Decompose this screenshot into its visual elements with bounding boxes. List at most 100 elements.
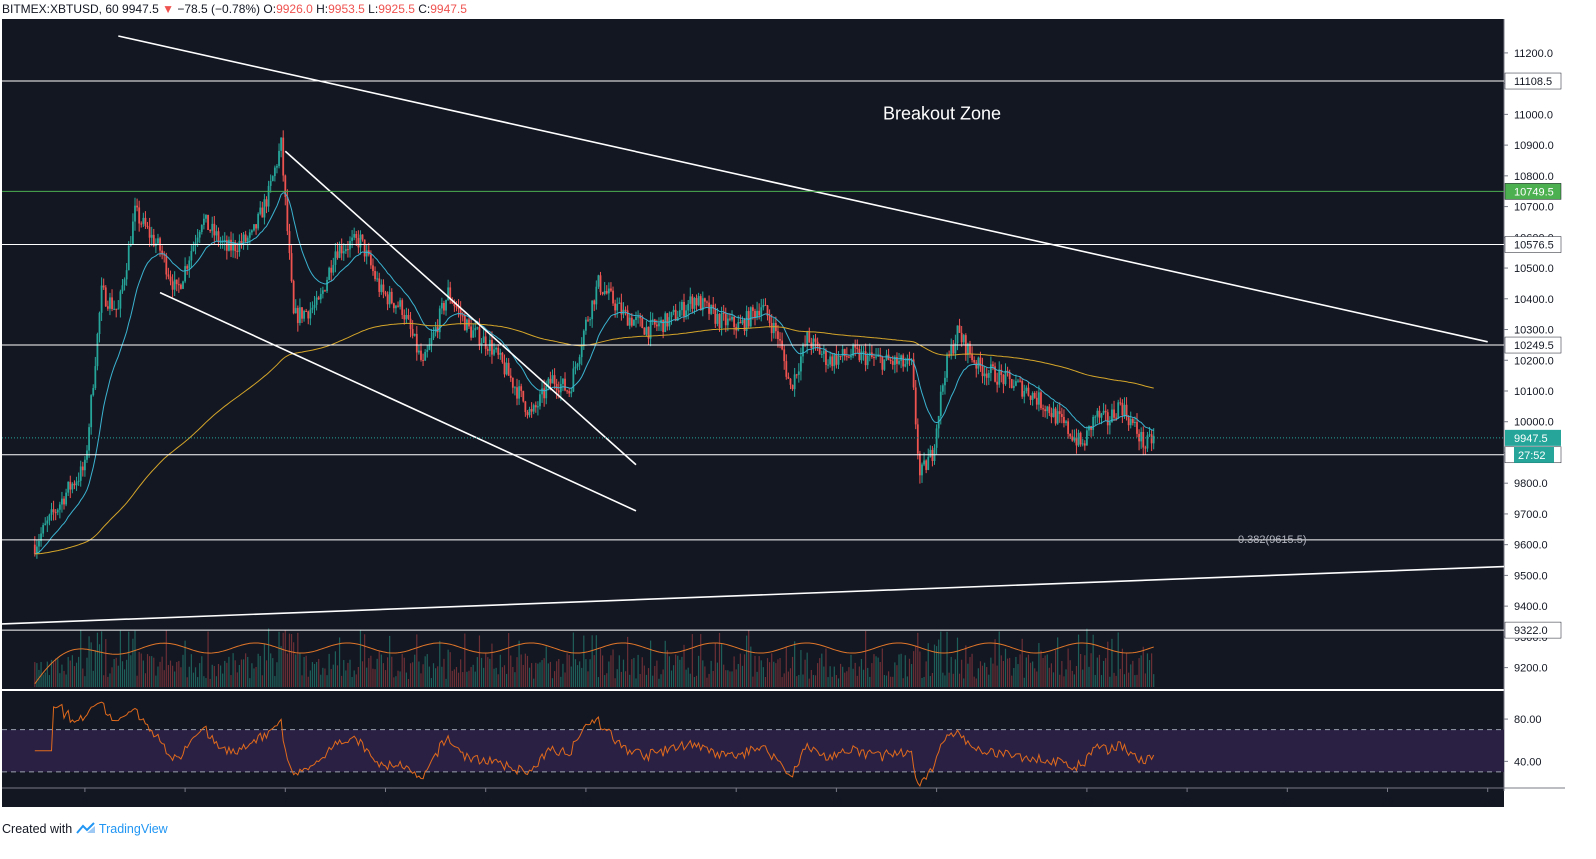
candle-body [443, 302, 445, 311]
candle-body [1140, 431, 1143, 442]
candle-body [470, 326, 472, 338]
volume-bar [547, 663, 549, 687]
volume-bar [55, 658, 57, 687]
volume-bar [270, 653, 272, 687]
price-tick-label: 11000.0 [1514, 109, 1553, 121]
candle-body [674, 309, 677, 321]
candle-body [712, 304, 715, 309]
symbol-label[interactable]: BITMEX:XBTUSD, 60 [2, 2, 119, 16]
volume-bar [923, 676, 925, 687]
candle-body [411, 329, 414, 336]
candle-body [509, 375, 512, 378]
volume-bar [867, 667, 869, 687]
volume-bar [556, 661, 558, 687]
volume-bar [353, 670, 355, 687]
candle-body [553, 375, 556, 384]
candle-body [38, 540, 40, 547]
candle-body [459, 308, 462, 316]
volume-bar [236, 672, 238, 687]
tradingview-brand[interactable]: TradingView [98, 822, 168, 836]
candle-body [987, 372, 990, 378]
candle-body [161, 250, 164, 255]
candle-body [591, 300, 594, 320]
candle-body [399, 300, 402, 307]
candle-body [301, 307, 303, 319]
volume-bar [403, 657, 405, 687]
volume-bar [1151, 653, 1153, 687]
volume-bar [787, 671, 789, 687]
candle-body [115, 308, 118, 310]
volume-bar [514, 672, 516, 687]
time-tick-label: 9 [382, 796, 388, 808]
candle-body [46, 520, 49, 524]
candle-body [919, 453, 921, 476]
level-label-box [1504, 236, 1562, 253]
volume-bar [1130, 664, 1132, 687]
candle-body [814, 338, 817, 342]
candle-body [138, 207, 141, 224]
candle-body [812, 338, 815, 348]
volume-bar [700, 634, 702, 687]
volume-bar [384, 670, 387, 687]
volume-bar [101, 631, 103, 687]
volume-bar [750, 646, 752, 687]
volume-bar [309, 670, 311, 687]
candle-body [800, 356, 802, 372]
candle-body [954, 343, 957, 354]
volume-bar [708, 673, 710, 687]
candle-body [620, 302, 623, 315]
candle-body [349, 240, 351, 250]
chart-canvas[interactable]: 0.382(9615.5)Breakout Zone9200.09300.094… [0, 18, 1596, 808]
volume-bar [789, 668, 792, 687]
volume-bar [908, 658, 911, 687]
candle-body [1029, 395, 1032, 400]
volume-bar [604, 675, 606, 687]
volume-bar [324, 668, 326, 687]
volume-bar [518, 640, 520, 687]
volume-bar [647, 668, 650, 687]
candle-body [843, 349, 846, 357]
volume-bar [597, 677, 600, 687]
candle-body [1056, 411, 1059, 424]
volume-bar [695, 675, 698, 687]
volume-bar [98, 644, 101, 687]
candle-body [891, 361, 894, 365]
volume-bar [1103, 660, 1105, 687]
candle-body [1148, 434, 1151, 436]
volume-bar [263, 643, 266, 687]
time-tick-label: 16 [730, 796, 742, 808]
candle-body [1048, 406, 1051, 414]
volume-bar [915, 645, 917, 687]
candle-body [347, 249, 349, 251]
volume-bar [503, 665, 506, 687]
candle-body [269, 180, 272, 186]
candle-body [476, 327, 479, 329]
volume-bar [397, 670, 399, 687]
volume-bar [672, 665, 675, 687]
volume-bar [940, 631, 942, 687]
candle-body [1146, 435, 1149, 449]
volume-bar [219, 665, 222, 687]
volume-bar [493, 668, 495, 687]
candle-body [703, 298, 706, 302]
volume-bar [1084, 655, 1086, 687]
level-label-box [1504, 621, 1562, 639]
volume-bar [956, 637, 959, 687]
candle-body [401, 300, 404, 315]
candle-body [879, 355, 882, 357]
volume-bar [96, 632, 99, 687]
ema-long-line [34, 322, 1154, 555]
volume-bar [142, 660, 144, 687]
candle-body [789, 378, 792, 385]
candle-body [146, 225, 149, 228]
volume-bar [579, 661, 581, 687]
volume-bar [810, 669, 812, 687]
candle-body [893, 356, 896, 365]
volume-bar [706, 677, 708, 687]
volume-bar [733, 656, 735, 687]
candle-body [607, 288, 610, 294]
candle-body [597, 275, 600, 287]
candle-body [42, 524, 45, 534]
candle-body [365, 250, 368, 257]
candle-body [238, 240, 241, 252]
